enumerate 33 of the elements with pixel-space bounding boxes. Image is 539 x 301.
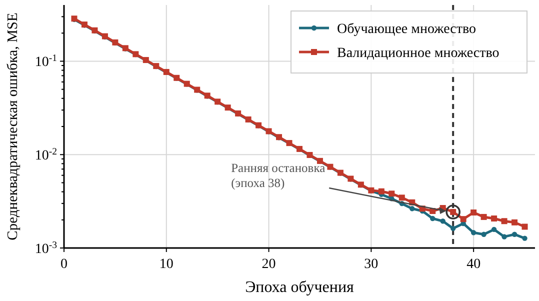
point <box>450 226 456 232</box>
point <box>388 190 395 197</box>
x-tick-label: 20 <box>262 257 276 272</box>
point <box>378 188 384 194</box>
point <box>398 194 405 201</box>
point <box>522 224 528 230</box>
point <box>440 218 446 224</box>
point <box>410 206 415 212</box>
y-tick-label: 10$^{-3}$ <box>34 239 58 257</box>
point <box>491 215 498 222</box>
y-tick-label: 10$^{-2}$ <box>34 146 58 164</box>
y-tick-label: 10$^{-1}$ <box>34 52 58 70</box>
point <box>470 209 477 216</box>
y-axis-title: Среднеквадратическая ошибка, MSE <box>5 12 21 240</box>
point <box>481 232 486 237</box>
point <box>480 214 487 220</box>
point <box>512 232 518 237</box>
x-tick-label: 30 <box>364 257 378 272</box>
point <box>460 216 466 222</box>
x-axis-title: Эпоха обучения <box>245 279 355 296</box>
point <box>470 230 476 236</box>
point <box>522 236 528 241</box>
point <box>501 218 508 224</box>
x-tick-label: 0 <box>60 257 68 272</box>
legend-label: Обучающее множество <box>337 22 476 37</box>
point <box>502 234 507 240</box>
point <box>512 219 518 226</box>
point <box>430 216 436 222</box>
annotation: Ранняя остановка (эпоха 38) <box>231 160 326 190</box>
point <box>491 226 497 232</box>
x-tick-label: 40 <box>466 257 481 272</box>
x-tick-label: 10 <box>159 257 174 272</box>
legend-label: Валидационное множество <box>337 46 500 61</box>
